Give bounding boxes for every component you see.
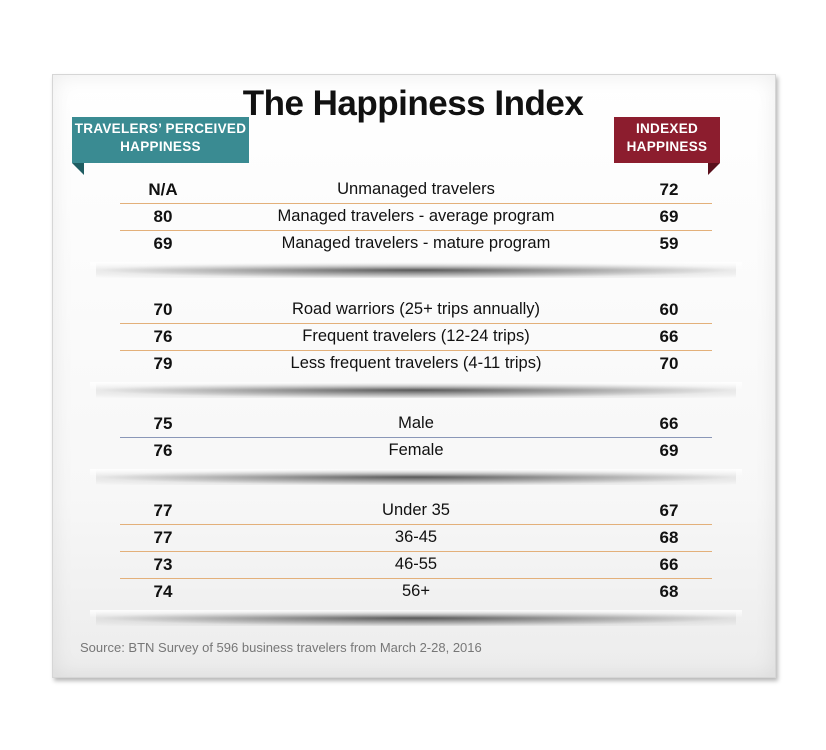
row-label: Managed travelers - mature program bbox=[281, 234, 551, 252]
table-row: 70 Road warriors (25+ trips annually) 60 bbox=[120, 296, 712, 324]
indexed-value: 69 bbox=[659, 207, 679, 226]
indexed-value: 67 bbox=[659, 501, 679, 520]
row-label: Road warriors (25+ trips annually) bbox=[291, 300, 541, 318]
perceived-value: 76 bbox=[153, 441, 173, 460]
perceived-value: N/A bbox=[148, 180, 178, 199]
source-note: Source: BTN Survey of 596 business trave… bbox=[80, 640, 482, 655]
perceived-value: 69 bbox=[153, 234, 173, 253]
chart-title: The Happiness Index bbox=[242, 84, 584, 123]
table-row: 80 Managed travelers - average program 69 bbox=[120, 203, 712, 231]
indexed-value: 69 bbox=[659, 441, 679, 460]
section-divider bbox=[90, 610, 742, 626]
perceived-value: 77 bbox=[153, 501, 173, 520]
row-label: Managed travelers - average program bbox=[277, 207, 555, 225]
row-label: 46-55 bbox=[394, 555, 438, 573]
row-label: Male bbox=[398, 414, 434, 432]
perceived-header-line1: TRAVELERS’ PERCEIVED bbox=[74, 121, 247, 136]
indexed-header-line2: HAPPINESS bbox=[626, 139, 708, 154]
perceived-value: 79 bbox=[153, 354, 173, 373]
indexed-value: 66 bbox=[659, 555, 679, 574]
table-row: 76 Frequent travelers (12-24 trips) 66 bbox=[120, 323, 712, 351]
chart-panel bbox=[52, 74, 776, 678]
section-divider bbox=[90, 262, 742, 278]
perceived-value: 73 bbox=[153, 555, 173, 574]
table-row: N/A Unmanaged travelers 72 bbox=[120, 176, 712, 204]
perceived-value: 80 bbox=[153, 207, 173, 226]
row-label: Under 35 bbox=[382, 501, 450, 519]
indexed-header-line1: INDEXED bbox=[635, 121, 699, 136]
row-label: Frequent travelers (12-24 trips) bbox=[302, 327, 530, 345]
indexed-value: 70 bbox=[659, 354, 679, 373]
perceived-value: 70 bbox=[153, 300, 173, 319]
indexed-happiness-header: INDEXED HAPPINESS bbox=[614, 117, 720, 175]
table-row: 73 46-55 66 bbox=[120, 551, 712, 579]
table-row: 75 Male 66 bbox=[120, 410, 712, 438]
section-divider bbox=[90, 382, 742, 398]
indexed-value: 66 bbox=[659, 327, 679, 346]
table-row: 76 Female 69 bbox=[120, 437, 712, 464]
row-label: Less frequent travelers (4-11 trips) bbox=[290, 354, 542, 372]
perceived-value: 75 bbox=[153, 414, 173, 433]
perceived-header-line2: HAPPINESS bbox=[120, 139, 201, 154]
table-row: 77 Under 35 67 bbox=[120, 497, 712, 525]
table-row: 79 Less frequent travelers (4-11 trips) 70 bbox=[120, 350, 712, 377]
indexed-value: 68 bbox=[659, 528, 679, 547]
row-label: 36-45 bbox=[394, 528, 438, 546]
perceived-value: 76 bbox=[153, 327, 173, 346]
section-divider bbox=[90, 469, 742, 485]
indexed-value: 68 bbox=[659, 582, 679, 601]
table-row: 77 36-45 68 bbox=[120, 524, 712, 552]
perceived-value: 77 bbox=[153, 528, 173, 547]
perceived-happiness-header: TRAVELERS’ PERCEIVED HAPPINESS bbox=[72, 117, 249, 175]
perceived-value: 74 bbox=[153, 582, 173, 601]
indexed-value: 59 bbox=[659, 234, 679, 253]
table-row: 74 56+ 68 bbox=[120, 578, 712, 605]
row-label: Female bbox=[388, 441, 444, 459]
indexed-value: 66 bbox=[659, 414, 679, 433]
indexed-value: 72 bbox=[659, 180, 679, 199]
table-row: 69 Managed travelers - mature program 59 bbox=[120, 230, 712, 257]
row-label: Unmanaged travelers bbox=[337, 180, 495, 198]
row-label: 56+ bbox=[402, 582, 430, 600]
indexed-value: 60 bbox=[659, 300, 679, 319]
